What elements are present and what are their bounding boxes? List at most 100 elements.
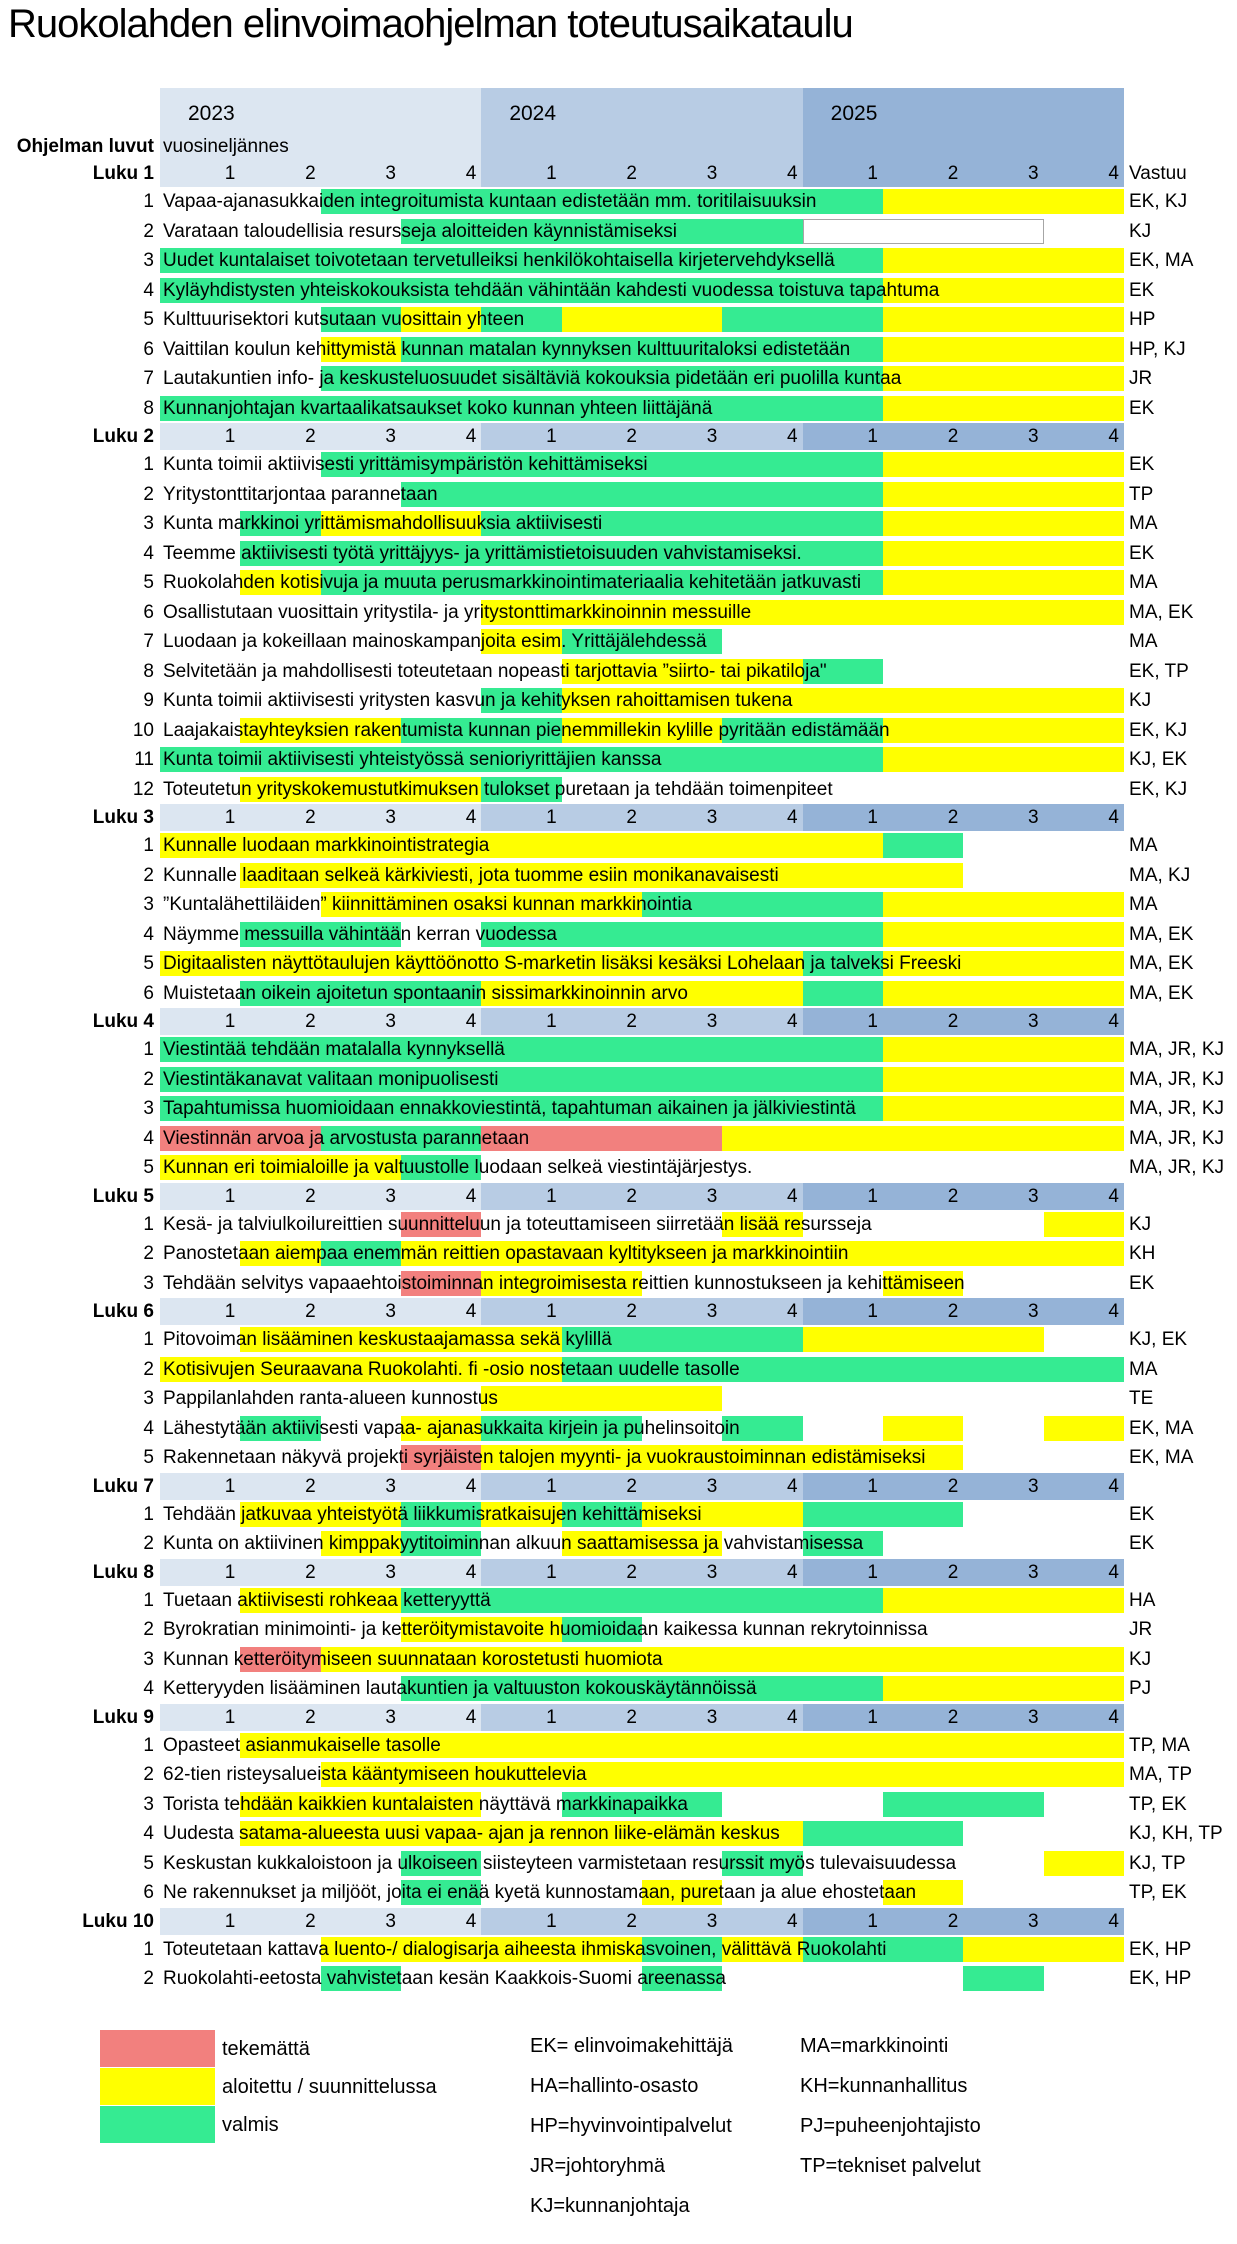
row-number: 4 [143, 923, 154, 945]
row-vastuu: MA, KJ [1129, 864, 1191, 886]
row-text: ”Kuntalähettiläiden” kiinnittäminen osak… [163, 894, 693, 915]
row-text: Rakennetaan näkyvä projekti syrjäisten t… [163, 1447, 926, 1468]
row-number: 4 [143, 1417, 154, 1439]
row-number: 1 [143, 191, 154, 212]
status-span-valmis [160, 1066, 883, 1092]
quarter-cell: 2 [882, 1472, 964, 1500]
row-text: Näymme messuilla vähintään kerran vuodes… [163, 923, 557, 945]
status-span-aloitettu [240, 1241, 321, 1266]
quarter-header-row: Luku 10 1 2 3 4 1 2 3 4 1 2 3 4 [0, 1907, 1237, 1935]
status-span-valmis [240, 921, 401, 947]
status-span-aloitettu [240, 862, 964, 888]
section-label: Luku 7 [92, 1475, 154, 1497]
schedule-row: 5 Kulttuurisektori kutsutaan vuosittain y… [0, 305, 1237, 335]
status-span-aloitettu [883, 1415, 964, 1441]
row-number: 5 [143, 1157, 154, 1178]
row-text: Lähestytään aktiivisesti vapaa- ajanasuk… [163, 1417, 740, 1439]
row-vastuu: MA [1129, 835, 1158, 856]
status-span-valmis [160, 747, 883, 772]
schedule-row: 1 Tehdään jatkuvaa yhteistyötä liikkumisr… [0, 1500, 1237, 1530]
quarter-cell: 1 [160, 1182, 241, 1210]
legend-swatch-red [100, 2030, 215, 2067]
status-span-aloitettu [883, 951, 1124, 976]
row-vastuu: KH [1129, 1243, 1156, 1264]
status-span-valmis [320, 452, 883, 477]
status-span-aloitettu [883, 1066, 1124, 1092]
row-timeline: Laajakaistayhteyksien rakentumista kunna… [160, 716, 1124, 746]
row-text: Viestintäkanavat valitaan monipuolisesti [163, 1068, 499, 1090]
row-vastuu: JR [1129, 1619, 1153, 1640]
row-timeline: 62-tien risteysalueista kääntymiseen hou… [160, 1760, 1124, 1790]
row-timeline: Muistetaan oikein ajoitetun spontaanin s… [160, 979, 1124, 1009]
row-number: 7 [143, 368, 154, 389]
schedule-row: 6 Muistetaan oikein ajoitetun spontaanin … [0, 979, 1237, 1009]
row-text: Tehdään selvitys vapaaehtoistoiminnan in… [163, 1272, 965, 1294]
quarter-cell: 3 [641, 804, 723, 831]
quarter-cell: 1 [802, 1008, 883, 1035]
quarter-cell: 1 [802, 1558, 883, 1586]
row-vastuu: EK [1129, 1272, 1155, 1294]
status-span-aloitettu [401, 307, 482, 332]
quarter-cell: 4 [722, 1907, 803, 1935]
row-number: 2 [143, 1068, 154, 1090]
row-timeline: Kulttuurisektori kutsutaan vuosittain yh… [160, 305, 1124, 335]
schedule-row: 3 ”Kuntalähettiläiden” kiinnittäminen osa… [0, 890, 1237, 920]
program-chapters-label: Ohjelman luvut [16, 136, 154, 157]
status-span-aloitettu [642, 1501, 803, 1527]
row-timeline: Byrokratian minimointi- ja ketteröitymis… [160, 1615, 1124, 1645]
row-text: Viestinnän arvoa ja arvostusta paranneta… [163, 1127, 530, 1149]
quarter-cell: 2 [240, 1008, 321, 1035]
row-timeline: ”Kuntalähettiläiden” kiinnittäminen osak… [160, 890, 1124, 920]
status-span-aloitettu [1043, 1415, 1124, 1441]
row-timeline: Kotisivujen Seuraavana Ruokolahti. fi -o… [160, 1355, 1124, 1385]
quarter-cell: 4 [400, 160, 482, 187]
row-vastuu: MA [1129, 631, 1158, 652]
section-label: Luku 1 [92, 163, 154, 184]
status-span-valmis [481, 307, 562, 332]
row-text: Lautakuntien info- ja keskusteluosuudet … [163, 368, 902, 389]
row-text: Toteutetaan kattava luento-/ dialogisarj… [163, 1938, 887, 1960]
row-vastuu: TE [1129, 1388, 1154, 1409]
quarter-cell: 3 [963, 1298, 1044, 1325]
status-span-valmis [802, 951, 883, 976]
row-number: 6 [143, 982, 154, 1004]
row-vastuu: EK, KJ [1129, 778, 1188, 800]
status-span-aloitettu [481, 629, 562, 654]
status-span-aloitettu [240, 1791, 482, 1817]
status-span-aloitettu [481, 1501, 562, 1527]
status-span-aloitettu [883, 277, 1124, 303]
status-span-valmis [561, 1501, 642, 1527]
status-span-aloitettu [320, 511, 482, 536]
quarter-cell: 3 [320, 1703, 401, 1731]
status-span-aloitettu [802, 1327, 1044, 1352]
row-text: Torista tehdään kaikkien kuntalaisten nä… [163, 1793, 688, 1815]
row-number: 2 [143, 864, 154, 886]
quarter-cell: 4 [722, 1703, 803, 1731]
legend-label: aloitettu / suunnittelussa [222, 2076, 437, 2098]
status-span-valmis [401, 1880, 482, 1905]
section-label: Luku 6 [92, 1301, 154, 1322]
status-span-aloitettu [240, 570, 321, 595]
row-vastuu: MA [1129, 894, 1158, 915]
row-text: Kunnanjohtajan kvartaalikatsaukset koko … [163, 397, 713, 419]
row-number: 3 [143, 1098, 154, 1119]
status-span-valmis [401, 1501, 482, 1527]
schedule-row: 9 Kunta toimii aktiivisesti yritysten kas… [0, 686, 1237, 716]
quarter-cell: 2 [561, 423, 642, 450]
status-span-aloitettu [883, 481, 1124, 507]
schedule-row: 2 Varataan taloudellisia resursseja aloit… [0, 217, 1237, 247]
quarter-cell: 2 [240, 1703, 321, 1731]
row-vastuu: MA, TP [1129, 1764, 1192, 1785]
quarter-cell: 1 [802, 1472, 883, 1500]
row-number: 4 [143, 1127, 154, 1149]
status-span-aloitettu [883, 980, 1124, 1006]
quarter-cell: 3 [641, 1008, 723, 1035]
status-legend: tekemättä aloitettu / suunnittelussa val… [0, 2030, 1237, 2144]
row-number: 6 [143, 1882, 154, 1903]
row-vastuu: MA [1129, 572, 1158, 593]
row-number: 1 [143, 1589, 154, 1611]
